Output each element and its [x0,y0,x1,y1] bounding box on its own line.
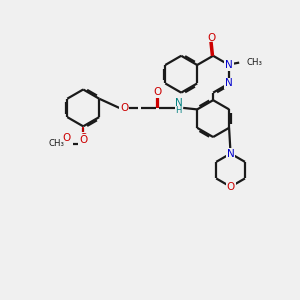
Text: O: O [79,133,87,143]
Text: O: O [120,103,128,113]
Text: N: N [225,60,233,70]
Text: O: O [79,135,87,145]
Text: N: N [175,98,183,108]
Text: CH₃: CH₃ [247,58,263,67]
Text: O: O [226,182,235,192]
Text: CH₃: CH₃ [49,139,65,148]
Text: N: N [225,78,233,88]
Text: H: H [176,106,182,116]
Text: N: N [227,148,234,159]
Text: O: O [154,87,162,97]
Text: O: O [63,133,71,143]
Text: O: O [208,33,216,43]
